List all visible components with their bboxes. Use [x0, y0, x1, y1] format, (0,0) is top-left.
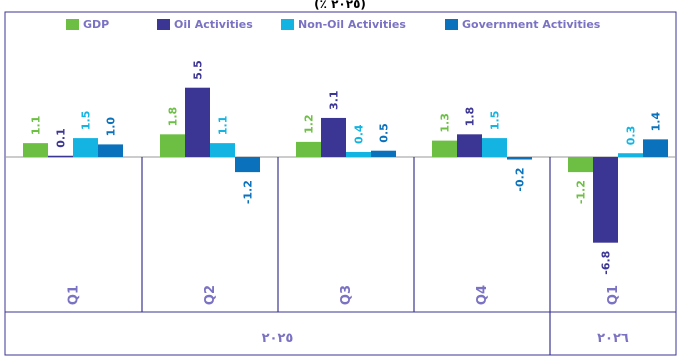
legend-label-non-oil-activities: Non-Oil Activities — [298, 18, 406, 31]
year-label-2: ٢٠٢٦ — [597, 331, 629, 346]
data-label-government-activities-3: 0.5 — [378, 123, 391, 143]
data-label-oil-activities-4: 1.8 — [464, 107, 477, 127]
quarter-label-5: Q1 — [606, 285, 621, 305]
data-label-gdp-1: 1.1 — [30, 116, 43, 136]
quarter-label-2: Q2 — [203, 285, 218, 305]
data-label-non-oil-activities-3: 0.4 — [353, 124, 366, 144]
bar-gdp-2 — [160, 134, 185, 157]
data-label-oil-activities-2: 5.5 — [192, 60, 205, 80]
bar-gdp-3 — [296, 141, 321, 157]
chart-title: (٪ ٢٠٢٥) — [314, 0, 366, 11]
bar-oil-activities-3 — [321, 117, 346, 157]
bar-oil-activities-5 — [593, 157, 618, 243]
data-label-government-activities-5: 1.4 — [650, 112, 663, 132]
bar-gdp-5 — [568, 157, 593, 173]
data-label-gdp-4: 1.3 — [439, 113, 452, 133]
quarter-label-3: Q3 — [339, 285, 354, 305]
bar-non-oil-activities-2 — [210, 143, 235, 157]
bar-non-oil-activities-3 — [346, 151, 371, 157]
bar-gdp-1 — [23, 143, 48, 157]
legend-swatch-gdp — [66, 19, 79, 30]
bar-layer — [23, 87, 668, 243]
data-label-oil-activities-5: -6.8 — [600, 251, 613, 275]
data-label-gdp-3: 1.2 — [303, 114, 316, 134]
legend-label-government-activities: Government Activities — [462, 18, 601, 31]
chart-border-rect — [4, 11, 677, 356]
bar-oil-activities-1 — [48, 155, 73, 158]
quarter-label-4: Q4 — [475, 285, 490, 305]
data-label-oil-activities-3: 3.1 — [328, 90, 341, 110]
bar-oil-activities-2 — [185, 87, 210, 157]
legend-label-oil-activities: Oil Activities — [174, 18, 253, 31]
legend-swatch-oil-activities — [157, 19, 170, 30]
bar-non-oil-activities-5 — [618, 153, 643, 157]
bar-oil-activities-4 — [457, 134, 482, 157]
quarter-label-1: Q1 — [67, 285, 82, 305]
bar-gdp-4 — [432, 140, 457, 157]
bar-government-activities-5 — [643, 139, 668, 157]
data-label-non-oil-activities-1: 1.5 — [80, 111, 93, 131]
data-label-non-oil-activities-2: 1.1 — [217, 116, 230, 136]
data-label-gdp-5: -1.2 — [575, 180, 588, 204]
bar-non-oil-activities-1 — [73, 138, 98, 157]
bar-non-oil-activities-4 — [482, 138, 507, 157]
chart-legend: GDP Oil Activities Non-Oil Activities Gover… — [66, 18, 601, 31]
bar-government-activities-2 — [235, 157, 260, 173]
data-label-non-oil-activities-5: 0.3 — [625, 126, 638, 146]
legend-swatch-non-oil-activities — [281, 19, 294, 30]
data-label-government-activities-1: 1.0 — [105, 117, 118, 137]
bar-government-activities-1 — [98, 144, 123, 157]
data-label-gdp-2: 1.8 — [167, 107, 180, 127]
data-label-government-activities-4: -0.2 — [514, 168, 527, 192]
data-label-oil-activities-1: 0.1 — [55, 128, 68, 148]
data-label-non-oil-activities-4: 1.5 — [489, 111, 502, 131]
legend-swatch-government-activities — [445, 19, 458, 30]
category-axis: Q1 Q2 Q3 Q4 Q1 ٢٠٢٥ ٢٠٢٦ — [5, 157, 676, 355]
bar-government-activities-3 — [371, 150, 396, 157]
bar-government-activities-4 — [507, 157, 532, 160]
year-label-1: ٢٠٢٥ — [262, 331, 294, 346]
data-label-government-activities-2: -1.2 — [242, 180, 255, 204]
legend-label-gdp: GDP — [83, 18, 109, 31]
data-label-layer: 1.1 0.1 1.5 1.0 1.8 5.5 1.1 -1.2 1.2 3.1 0.4 0.5 1.3… — [30, 60, 663, 275]
